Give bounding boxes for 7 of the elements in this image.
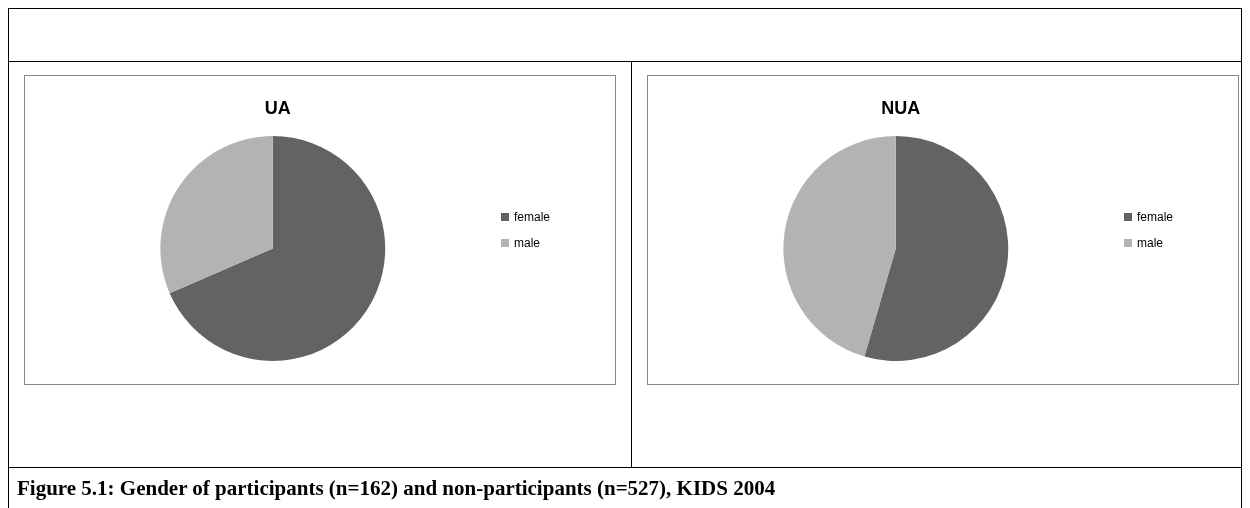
chart-title: NUA [881, 98, 921, 118]
chart-title: UA [264, 98, 291, 118]
legend-label: female [1136, 210, 1174, 224]
legend-label: male [1136, 236, 1164, 250]
caption: Figure 5.1: Gender of participants (n=162) and non-participants (n=527), KIDS 2004 [16, 475, 777, 502]
legend-label: male [513, 236, 541, 250]
legend-label: female [513, 210, 551, 224]
